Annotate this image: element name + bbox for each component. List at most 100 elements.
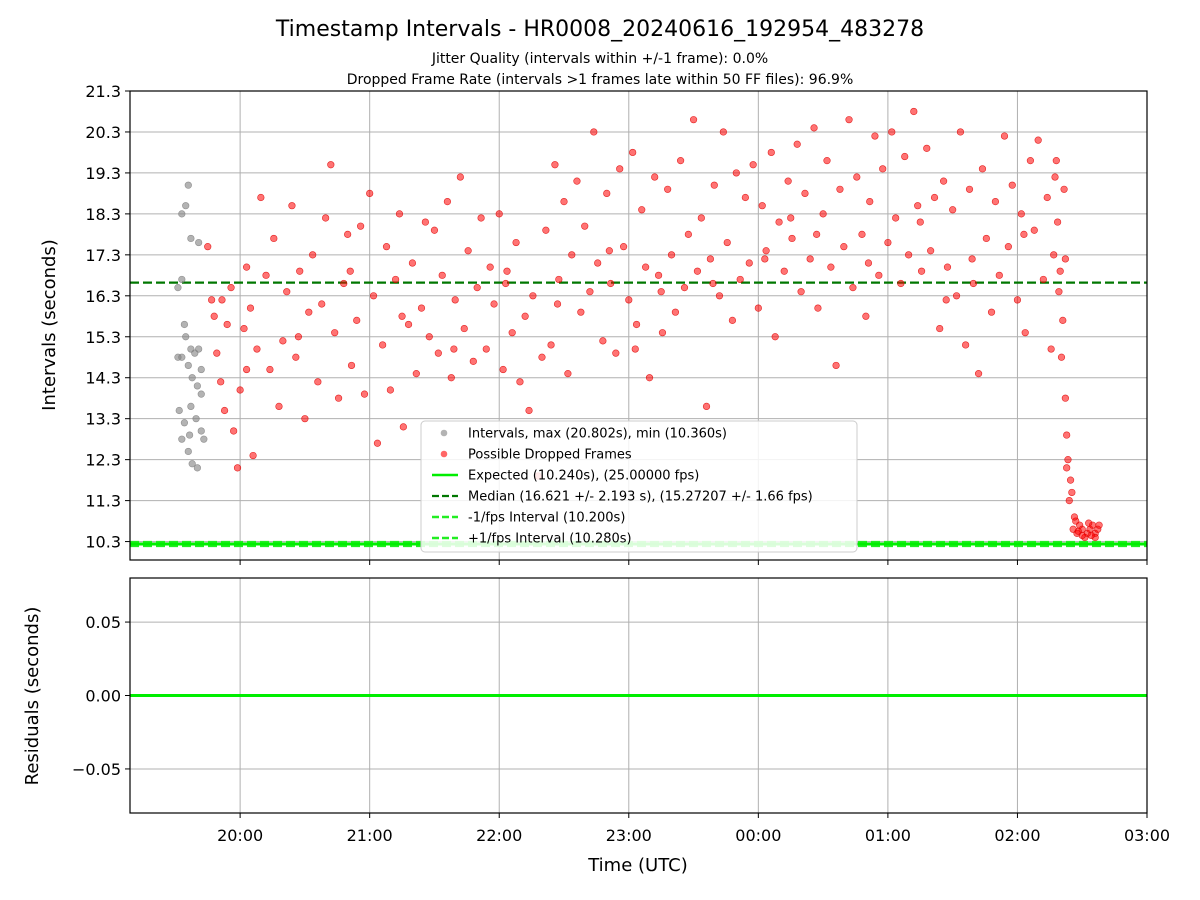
dropped-frame-point <box>866 197 874 206</box>
dropped-frame-point <box>879 165 887 173</box>
interval-point <box>178 210 186 218</box>
dropped-frame-point <box>1061 255 1069 263</box>
dropped-frame-point <box>864 259 873 267</box>
dropped-frame-point <box>499 365 507 374</box>
dropped-frame-point <box>939 177 948 185</box>
dropped-frame-point <box>927 247 935 255</box>
dropped-frame-point <box>780 267 788 275</box>
dropped-frame-point <box>892 214 900 222</box>
dropped-frame-point <box>477 214 485 222</box>
dropped-frame-point <box>671 308 680 316</box>
dropped-frame-point <box>632 320 641 329</box>
x-tick-label: 00:00 <box>735 826 781 845</box>
time-x-axis: 20:00 21:00 22:00 23:00 00:00 01:00 02:00 03:00 <box>217 813 1170 845</box>
dropped-frame-point <box>309 251 317 259</box>
dropped-frame-point <box>382 243 391 251</box>
dropped-frame-point <box>590 128 598 136</box>
dropped-frame-point <box>1070 513 1079 521</box>
dropped-frame-point <box>369 292 378 300</box>
dropped-frame-point <box>836 185 844 193</box>
dropped-frame-point <box>1056 267 1064 275</box>
dropped-frame-point <box>974 370 983 378</box>
dropped-frame-point <box>888 128 896 136</box>
dropped-frame-point <box>667 251 676 259</box>
dropped-frame-point <box>1085 519 1093 527</box>
dropped-frame-point <box>1063 431 1071 439</box>
interval-point <box>195 345 203 353</box>
dropped-frame-point <box>930 193 939 202</box>
dropped-frame-point <box>642 263 650 271</box>
intervals-y-axis: 10.3 11.3 12.3 13.3 14.3 15.3 16.3 17.3 18.3 19.3… <box>85 82 130 552</box>
dropped-frame-point <box>991 197 1000 206</box>
dropped-frame-point <box>784 177 792 185</box>
dropped-frame-point <box>982 234 990 243</box>
y-tick-label: 19.3 <box>85 164 121 183</box>
dropped-frame-point <box>814 304 822 312</box>
dropped-frame-point <box>1063 464 1071 472</box>
dropped-frame-point <box>460 324 468 333</box>
dropped-frame-point <box>620 243 628 251</box>
dropped-frame-point <box>430 226 439 234</box>
dropped-frame-point <box>741 193 749 202</box>
dropped-frame-point <box>1057 353 1066 361</box>
interval-point <box>200 435 208 443</box>
dropped-frame-point <box>723 238 731 247</box>
dropped-frame-point <box>1020 230 1028 238</box>
legend-label: -1/fps Interval (10.200s) <box>468 511 625 526</box>
dropped-frame-point <box>529 292 537 300</box>
dropped-frame-point <box>761 255 769 263</box>
interval-point <box>193 464 201 472</box>
dropped-frame-point <box>516 378 524 386</box>
dropped-frame-point <box>1039 275 1047 284</box>
dropped-frame-point <box>875 271 883 279</box>
dropped-frame-point <box>412 370 420 378</box>
dropped-frame-point <box>443 197 452 206</box>
dropped-frame-point <box>220 406 229 415</box>
dropped-frame-point <box>664 185 672 193</box>
dropped-frame-point <box>560 197 568 206</box>
dropped-frame-point <box>745 259 753 267</box>
dropped-frame-point <box>810 124 818 132</box>
dropped-frame-point <box>301 415 309 423</box>
dropped-frame-point <box>482 345 490 353</box>
dropped-frame-point <box>386 386 395 394</box>
interval-point <box>195 238 203 247</box>
interval-point <box>184 447 192 456</box>
y-tick-label: 15.3 <box>85 328 121 347</box>
dropped-frame-point <box>508 329 516 337</box>
y-tick-label: 20.3 <box>85 123 121 142</box>
dropped-frame-point <box>823 157 831 165</box>
dropped-frame-point <box>923 144 931 152</box>
dropped-frame-point <box>762 247 770 255</box>
dropped-frame-point <box>849 284 857 292</box>
dropped-frame-point <box>706 255 715 263</box>
interval-point <box>185 431 194 439</box>
dropped-frame-point <box>242 263 251 271</box>
dropped-frame-point <box>551 161 559 169</box>
dropped-frame-point <box>464 247 472 255</box>
dropped-frame-point <box>607 279 615 288</box>
dropped-frame-point <box>253 345 261 353</box>
dropped-frame-point <box>942 296 950 304</box>
dropped-frame-point <box>398 312 406 320</box>
dropped-frame-point <box>490 300 498 308</box>
dropped-frame-point <box>240 324 248 333</box>
dropped-frame-point <box>914 202 922 210</box>
residuals-y-axis-label: Residuals (seconds) <box>22 607 43 786</box>
dropped-frame-point <box>793 140 801 148</box>
dropped-frame-point <box>346 267 354 275</box>
dropped-frame-point <box>616 165 624 173</box>
y-tick-label: 14.3 <box>85 369 121 388</box>
dropped-frame-point <box>702 402 711 410</box>
legend-item: +1/fps Interval (10.280s) <box>432 532 632 547</box>
interval-point <box>175 406 183 415</box>
dropped-frame-point <box>1095 521 1103 529</box>
dropped-frame-point <box>719 128 727 136</box>
dropped-frame-point <box>553 300 562 308</box>
dropped-frame-point <box>969 279 977 288</box>
dropped-frame-point <box>1065 497 1073 505</box>
y-tick-label: −0.05 <box>72 760 121 779</box>
dropped-frame-point <box>709 279 717 288</box>
dropped-frame-point <box>871 132 879 140</box>
dropped-frame-point <box>473 284 481 292</box>
